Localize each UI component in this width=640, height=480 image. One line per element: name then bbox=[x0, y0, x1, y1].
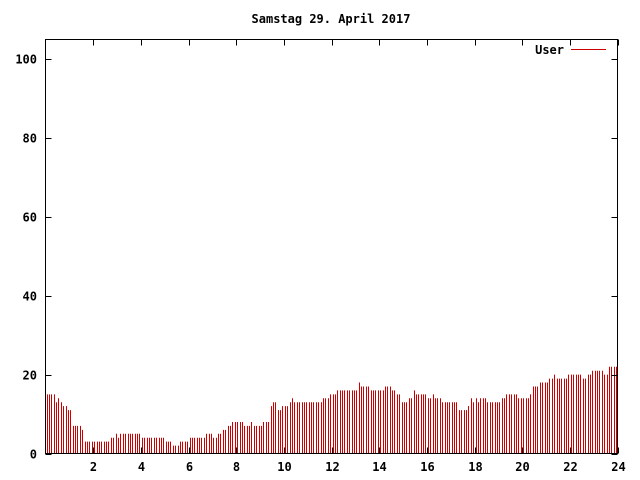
x-tick-label: 6 bbox=[186, 460, 193, 474]
x-tick-label: 24 bbox=[611, 460, 625, 474]
x-tick-label: 12 bbox=[325, 460, 339, 474]
y-tick-label: 60 bbox=[23, 211, 37, 225]
x-tick-label: 8 bbox=[233, 460, 240, 474]
x-tick-label: 2 bbox=[90, 460, 97, 474]
x-tick-label: 10 bbox=[277, 460, 291, 474]
x-tick-label: 22 bbox=[563, 460, 577, 474]
plot-frame bbox=[45, 39, 618, 454]
legend-label-user: User bbox=[535, 43, 564, 57]
y-axis: 0 20 40 60 80 100 bbox=[15, 53, 618, 462]
y-tick-label: 100 bbox=[15, 53, 37, 67]
y-tick-label: 0 bbox=[30, 448, 37, 462]
legend: User bbox=[535, 43, 606, 57]
x-tick-label: 18 bbox=[468, 460, 482, 474]
y-tick-label: 40 bbox=[23, 290, 37, 304]
chart-title: Samstag 29. April 2017 bbox=[252, 12, 411, 26]
y-tick-label: 20 bbox=[23, 369, 37, 383]
x-tick-label: 20 bbox=[515, 460, 529, 474]
y-tick-label: 80 bbox=[23, 132, 37, 146]
series-bars bbox=[47, 366, 617, 454]
x-tick-label: 4 bbox=[138, 460, 145, 474]
x-tick-label: 16 bbox=[420, 460, 434, 474]
x-axis: 2 4 6 8 10 12 14 16 18 20 22 24 bbox=[90, 39, 626, 474]
x-tick-label: 14 bbox=[372, 460, 386, 474]
